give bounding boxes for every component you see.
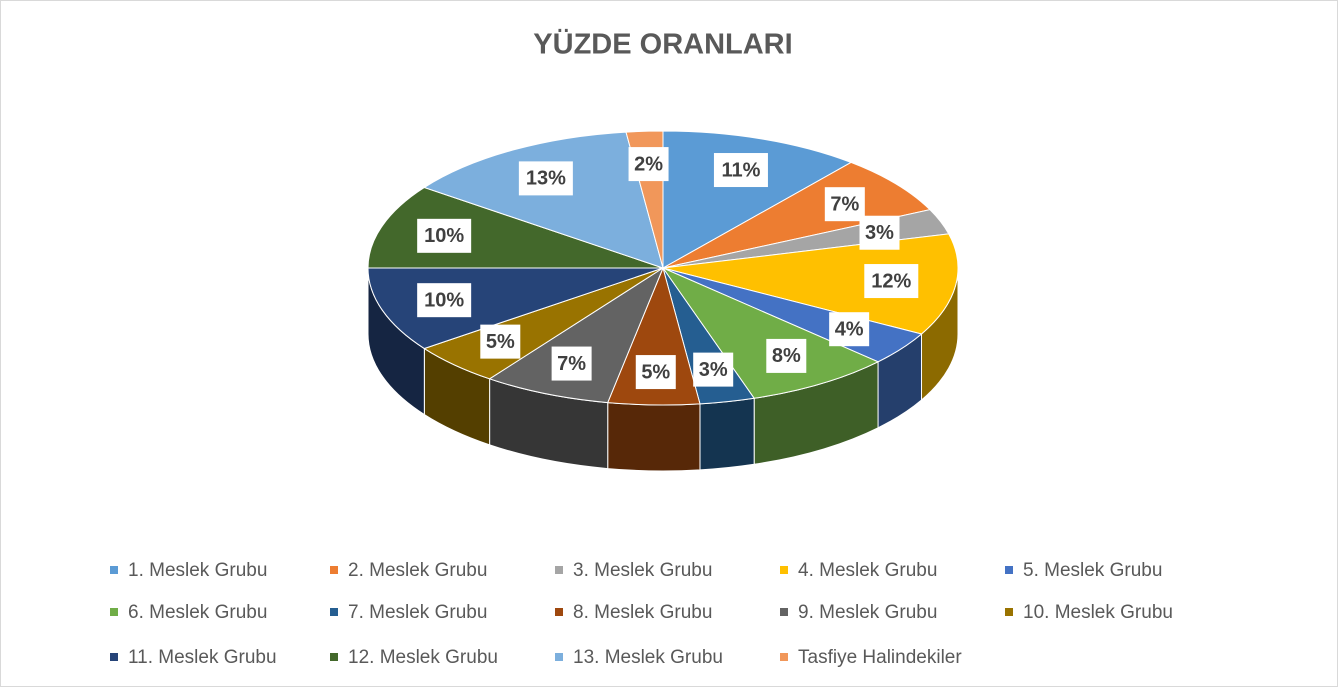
legend-swatch	[330, 653, 338, 661]
chart-title: YÜZDE ORANLARI	[533, 28, 792, 61]
data-label-box	[824, 187, 865, 222]
legend-label: 11. Meslek Grubu	[128, 647, 277, 668]
slice	[662, 233, 959, 335]
legend-swatch	[110, 566, 118, 574]
legend-label: 7. Meslek Grubu	[348, 602, 487, 623]
data-label: 8%	[772, 345, 801, 367]
data-label: 13%	[526, 168, 566, 190]
legend-swatch	[1005, 566, 1013, 574]
legend-label: 4. Meslek Grubu	[798, 560, 937, 581]
legend-swatch	[555, 653, 563, 661]
slice	[662, 130, 853, 269]
data-label: 10%	[424, 289, 464, 311]
data-label-box	[864, 264, 919, 299]
data-label: 12%	[871, 270, 911, 292]
data-label: 2%	[634, 153, 663, 175]
legend-label: 6. Meslek Grubu	[128, 602, 267, 623]
legend-label: 3. Meslek Grubu	[573, 560, 712, 581]
legend-label: 1. Meslek Grubu	[128, 560, 267, 581]
data-label-box	[859, 215, 900, 250]
data-label-box	[635, 355, 676, 390]
data-label: 11%	[721, 159, 760, 181]
legend-swatch	[555, 566, 563, 574]
slice-side	[699, 397, 755, 471]
data-label: 10%	[424, 225, 464, 247]
data-label: 5%	[641, 361, 670, 383]
data-label: 7%	[557, 353, 586, 375]
legend-swatch	[555, 608, 563, 616]
data-label-box	[713, 153, 768, 188]
legend-swatch	[330, 566, 338, 574]
data-label: 7%	[830, 193, 859, 215]
data-label-box	[480, 324, 521, 359]
data-label-box	[766, 338, 807, 373]
data-label-box	[829, 312, 870, 347]
legend-swatch	[110, 608, 118, 616]
legend-label: 5. Meslek Grubu	[1023, 560, 1162, 581]
slice-side	[607, 402, 701, 472]
legend-label: 12. Meslek Grubu	[348, 647, 498, 668]
legend-swatch	[780, 653, 788, 661]
slice	[661, 266, 880, 399]
data-label: 5%	[486, 331, 515, 353]
legend-swatch	[780, 566, 788, 574]
legend-label: 9. Meslek Grubu	[798, 602, 937, 623]
data-label-box	[628, 147, 669, 182]
data-label-box	[518, 161, 573, 196]
data-label-box	[417, 283, 472, 318]
data-label-box	[693, 352, 734, 387]
data-label-box	[417, 218, 472, 253]
slice	[488, 266, 665, 404]
data-label: 4%	[835, 318, 864, 340]
legend-swatch	[780, 608, 788, 616]
legend-label: 8. Meslek Grubu	[573, 602, 712, 623]
legend-label: 13. Meslek Grubu	[573, 647, 723, 668]
data-label: 3%	[865, 222, 894, 244]
legend-swatch	[1005, 608, 1013, 616]
legend-label: 2. Meslek Grubu	[348, 560, 487, 581]
legend-swatch	[330, 608, 338, 616]
slice	[423, 131, 664, 269]
data-label-box	[551, 346, 592, 381]
legend-label: 10. Meslek Grubu	[1023, 602, 1173, 623]
legend-label: Tasfiye Halindekiler	[798, 647, 962, 668]
legend-swatch	[110, 653, 118, 661]
data-label: 3%	[699, 359, 728, 381]
